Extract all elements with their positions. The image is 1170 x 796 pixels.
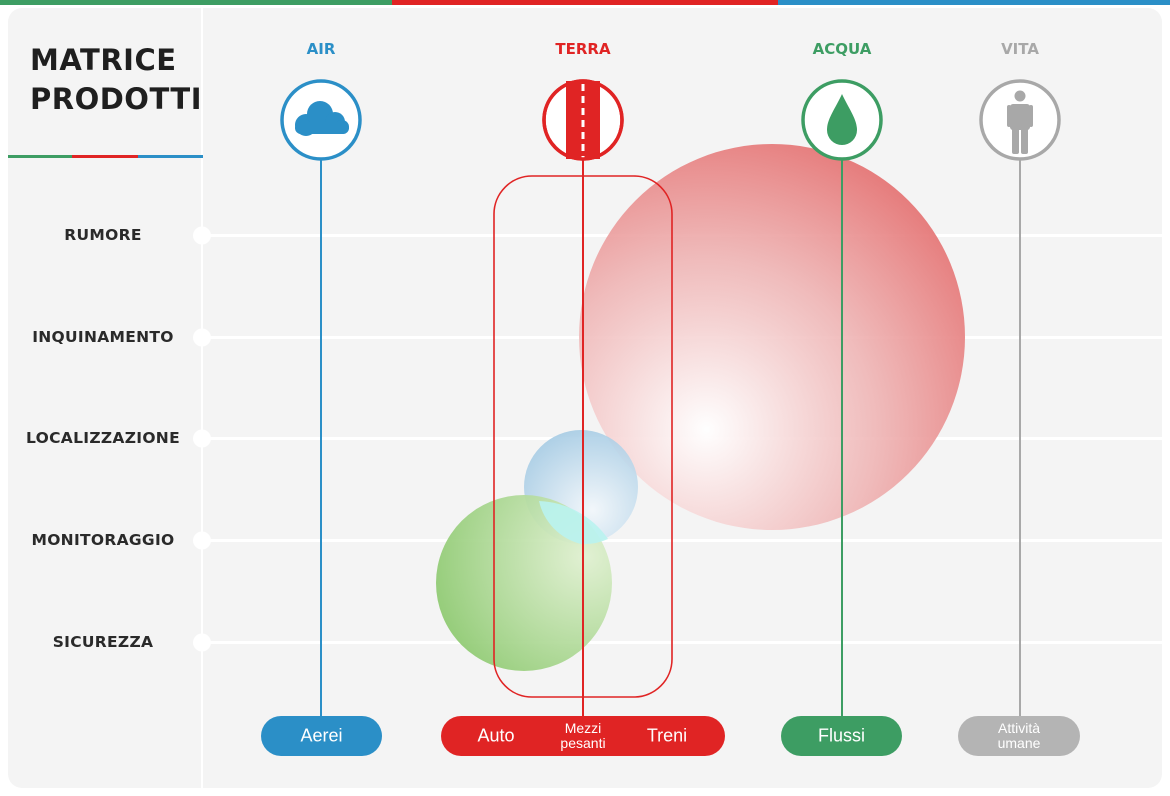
category-pill-flussi[interactable]: Flussi [781,716,902,756]
row-dot-monitoraggio [193,531,211,550]
row-line-monitoraggio [202,539,1162,542]
row-dot-rumore [193,226,211,245]
row-label-inquinamento: INQUINAMENTO [32,328,174,346]
column-label-terra: TERRA [555,40,611,58]
category-pill-aerei[interactable]: Aerei [261,716,382,756]
road-icon [542,79,624,161]
row-label-sicurezza: SICUREZZA [52,633,154,651]
column-label-air: AIR [306,40,336,58]
water-drop-icon [801,79,883,161]
person-icon [979,79,1061,161]
title-underline-blue [138,155,203,158]
top-strip-green [0,0,392,5]
terra-highlight-capsule [493,175,673,698]
title-line-2: PRODOTTI [30,82,202,116]
matrix-panel: MATRICE PRODOTTI RUMORE INQUINAMENTO LOC… [8,8,1162,788]
category-label-flussi: Flussi [817,725,866,746]
category-pill-attivita-umane[interactable]: Attività umane [958,716,1080,756]
cloud-icon [280,79,362,161]
bubble-red [579,144,965,530]
category-pill-terra[interactable]: Auto Mezzi pesanti Treni [441,716,725,756]
category-label-treni: Treni [646,725,688,746]
row-label-localizzazione: LOCALIZZAZIONE [26,429,180,447]
title-line-1: MATRICE [30,43,177,77]
category-label-aerei: Aerei [300,725,343,746]
title-underline-red [72,155,138,158]
bubble-overlap-cyan [539,501,608,545]
top-strip-red [392,0,778,5]
row-dot-inquinamento [193,328,211,347]
category-label-mezzi-pesanti: Mezzi pesanti [560,720,606,751]
category-label-auto: Auto [477,725,515,746]
category-label-attivita-umane: Attività umane [997,720,1041,751]
column-label-acqua: ACQUA [812,40,872,58]
row-dot-sicurezza [193,633,211,652]
matrix-diagram [193,79,1162,716]
top-strip-blue [778,0,1170,5]
row-label-monitoraggio: MONITORAGGIO [31,531,175,549]
column-label-vita: VITA [1001,40,1039,58]
sidebar-separator [201,8,203,788]
row-dot-localizzazione [193,429,211,448]
row-label-rumore: RUMORE [64,226,142,244]
title-underline-green [8,155,72,158]
row-line-sicurezza [202,641,1162,644]
page-title: MATRICE PRODOTTI [30,41,202,119]
